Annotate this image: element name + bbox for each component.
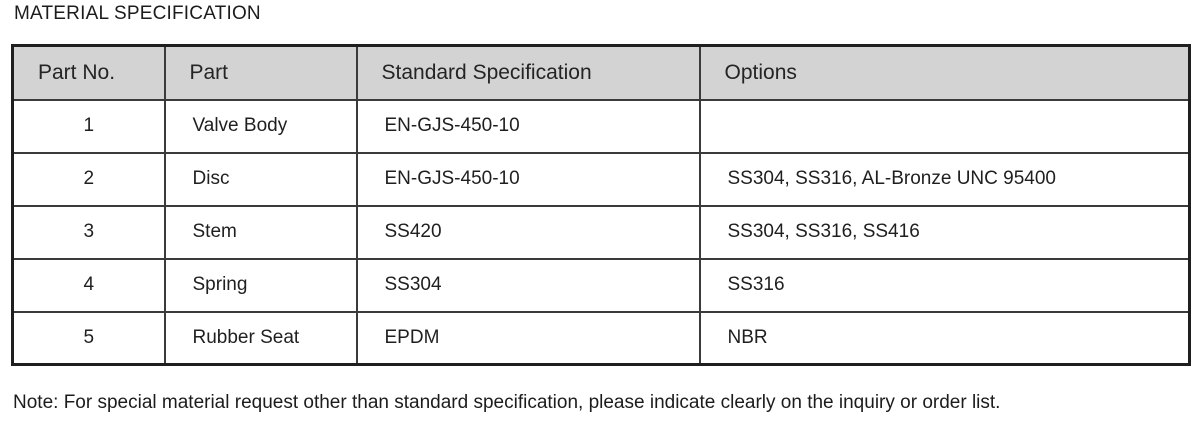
cell-options: SS316 <box>698 257 1191 313</box>
table-row: 4 Spring SS304 SS316 <box>11 257 1191 313</box>
cell-part: Disc <box>163 151 358 207</box>
cell-standard-spec: EN-GJS-450-10 <box>355 151 701 207</box>
table-body: 1 Valve Body EN-GJS-450-10 2 Disc EN-GJS-450-… <box>11 98 1191 366</box>
column-header-options: Options <box>698 44 1191 101</box>
cell-part: Stem <box>163 204 358 260</box>
note-text: Note: For special material request other… <box>13 392 1001 413</box>
cell-part: Rubber Seat <box>163 310 358 366</box>
cell-standard-spec: SS420 <box>355 204 701 260</box>
cell-standard-spec: SS304 <box>355 257 701 313</box>
cell-standard-spec: EN-GJS-450-10 <box>355 98 701 154</box>
table-row: 1 Valve Body EN-GJS-450-10 <box>11 98 1191 154</box>
page-title: MATERIAL SPECIFICATION <box>14 3 261 24</box>
table-row: 3 Stem SS420 SS304, SS316, SS416 <box>11 204 1191 260</box>
cell-part-no: 1 <box>11 98 166 154</box>
material-specification-table: Part No. Part Standard Specification Option… <box>11 44 1191 366</box>
cell-part-no: 2 <box>11 151 166 207</box>
cell-options: NBR <box>698 310 1191 366</box>
cell-options <box>698 98 1191 154</box>
cell-part-no: 4 <box>11 257 166 313</box>
table-header-row: Part No. Part Standard Specification Option… <box>11 44 1191 101</box>
cell-options: SS304, SS316, SS416 <box>698 204 1191 260</box>
header-row: Part No. Part Standard Specification Option… <box>11 44 1191 101</box>
cell-part-no: 5 <box>11 310 166 366</box>
cell-options: SS304, SS316, AL-Bronze UNC 95400 <box>698 151 1191 207</box>
column-header-part-no: Part No. <box>11 44 166 101</box>
cell-part-no: 3 <box>11 204 166 260</box>
cell-part: Valve Body <box>163 98 358 154</box>
column-header-standard-spec: Standard Specification <box>355 44 701 101</box>
column-header-part: Part <box>163 44 358 101</box>
table-row: 2 Disc EN-GJS-450-10 SS304, SS316, AL-Bronz… <box>11 151 1191 207</box>
table-row: 5 Rubber Seat EPDM NBR <box>11 310 1191 366</box>
cell-part: Spring <box>163 257 358 313</box>
cell-standard-spec: EPDM <box>355 310 701 366</box>
